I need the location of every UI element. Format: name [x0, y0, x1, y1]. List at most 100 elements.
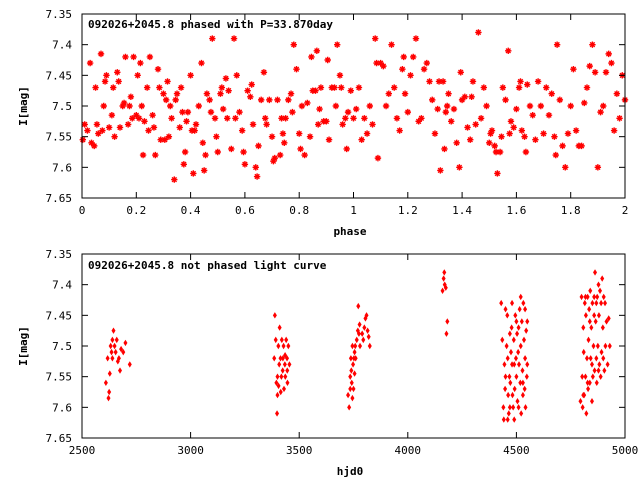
phased-data-point [124, 121, 132, 128]
phased-data-point [165, 133, 173, 140]
unphased-data-point [507, 330, 512, 337]
phased-data-point [145, 127, 152, 134]
phased-data-point [443, 102, 451, 110]
unphased-x-tick-label: 3000 [177, 444, 204, 457]
phased-data-point [507, 118, 515, 125]
phased-data-point [548, 90, 555, 97]
phased-data-point [502, 96, 509, 104]
unphased-data-point [593, 269, 598, 276]
unphased-data-point [503, 385, 508, 393]
unphased-x-tick-label: 4000 [395, 444, 422, 457]
phased-data-point [342, 115, 349, 122]
unphased-data-point [444, 330, 449, 337]
phased-data-point [192, 121, 200, 128]
unphased-data-point [502, 361, 507, 368]
unphased-data-point [281, 342, 286, 350]
unphased-data-point [349, 379, 354, 386]
unphased-x-tick-label: 4500 [503, 444, 530, 457]
unphased-data-point [592, 312, 597, 319]
unphased-data-point [605, 361, 610, 368]
phased-x-tick-label: 1.6 [506, 204, 526, 217]
unphased-data-point [509, 324, 514, 331]
unphased-light-curve-panel: 2500 3000 3500 4000 4500 5000 7.35 7.4 7.45 7.5 7.… [17, 248, 638, 478]
phased-data-point [127, 93, 135, 100]
phased-data-point [415, 118, 422, 125]
unphased-data-point [512, 385, 517, 393]
phased-data-point [338, 84, 345, 91]
unphased-y-tick-label: 7.65 [46, 432, 73, 445]
phased-data-point [572, 127, 580, 134]
phased-data-point [161, 136, 169, 143]
phased-data-point [138, 102, 145, 110]
phased-data-point [206, 96, 213, 104]
unphased-data-point [277, 324, 282, 331]
phased-data-point [111, 133, 118, 140]
phased-data-point [336, 72, 344, 79]
unphased-data-point [518, 342, 523, 350]
unphased-x-axis-label: hjd0 [337, 465, 364, 478]
phased-data-point [252, 164, 259, 171]
unphased-data-point [583, 373, 588, 380]
phased-data-point [400, 53, 407, 61]
phased-data-point [108, 112, 116, 119]
unphased-data-point [511, 336, 516, 344]
phased-data-point [115, 78, 122, 85]
unphased-data-point [600, 275, 605, 282]
unphased-data-point [110, 336, 115, 344]
unphased-data-point [588, 355, 593, 362]
phased-data-point [391, 84, 398, 91]
phased-data-point [543, 84, 550, 91]
phased-data-point [578, 142, 585, 150]
phased-data-point [396, 127, 403, 134]
unphased-data-point [118, 367, 123, 374]
phased-data-point [464, 124, 471, 131]
phased-data-point [605, 50, 612, 58]
phased-data-point [238, 127, 246, 134]
unphased-data-point [440, 287, 445, 294]
phased-plot-title: 092026+2045.8 phased with P=33.870day [88, 18, 333, 31]
unphased-data-point [515, 330, 520, 337]
unphased-data-point [580, 404, 585, 411]
phased-data-point [139, 151, 147, 159]
phased-data-point [97, 50, 105, 58]
phased-data-point [219, 105, 227, 113]
unphased-data-point [364, 312, 369, 319]
phased-x-tick-label: 0.6 [235, 204, 255, 217]
phased-data-point [597, 108, 604, 116]
unphased-data-point [503, 306, 508, 313]
phased-y-tick-label: 7.4 [52, 39, 72, 52]
unphased-y-tick-label: 7.4 [52, 279, 72, 292]
unphased-data-point [123, 339, 128, 347]
unphased-data-point [598, 287, 603, 294]
phased-data-point [190, 170, 197, 177]
phased-data-point [270, 158, 277, 165]
phased-data-point [260, 69, 268, 76]
phased-data-point [616, 115, 623, 122]
phased-data-point [195, 102, 202, 110]
phased-data-point [173, 90, 181, 97]
unphased-data-point [105, 355, 110, 362]
phased-data-point [517, 78, 524, 85]
phased-data-point [244, 87, 251, 94]
phased-data-point [532, 136, 539, 143]
unphased-data-point [499, 299, 504, 307]
unphased-data-point [508, 348, 513, 356]
phased-data-point [116, 124, 124, 131]
phased-data-point [282, 115, 289, 122]
unphased-data-point [513, 312, 518, 319]
unphased-data-point [283, 373, 288, 380]
phased-data-point [475, 29, 482, 36]
phased-data-point [257, 96, 265, 104]
phased-data-point [437, 167, 444, 174]
phased-data-point [458, 96, 466, 104]
unphased-data-point [594, 299, 599, 307]
phased-data-point [388, 41, 395, 48]
unphased-data-point [523, 306, 528, 313]
phased-data-point [143, 84, 151, 91]
phased-data-point [177, 84, 185, 91]
unphased-data-point [505, 312, 510, 319]
phased-data-point [331, 84, 338, 91]
phased-data-point [399, 66, 406, 73]
unphased-data-point [582, 299, 587, 307]
unphased-data-point [353, 355, 358, 362]
